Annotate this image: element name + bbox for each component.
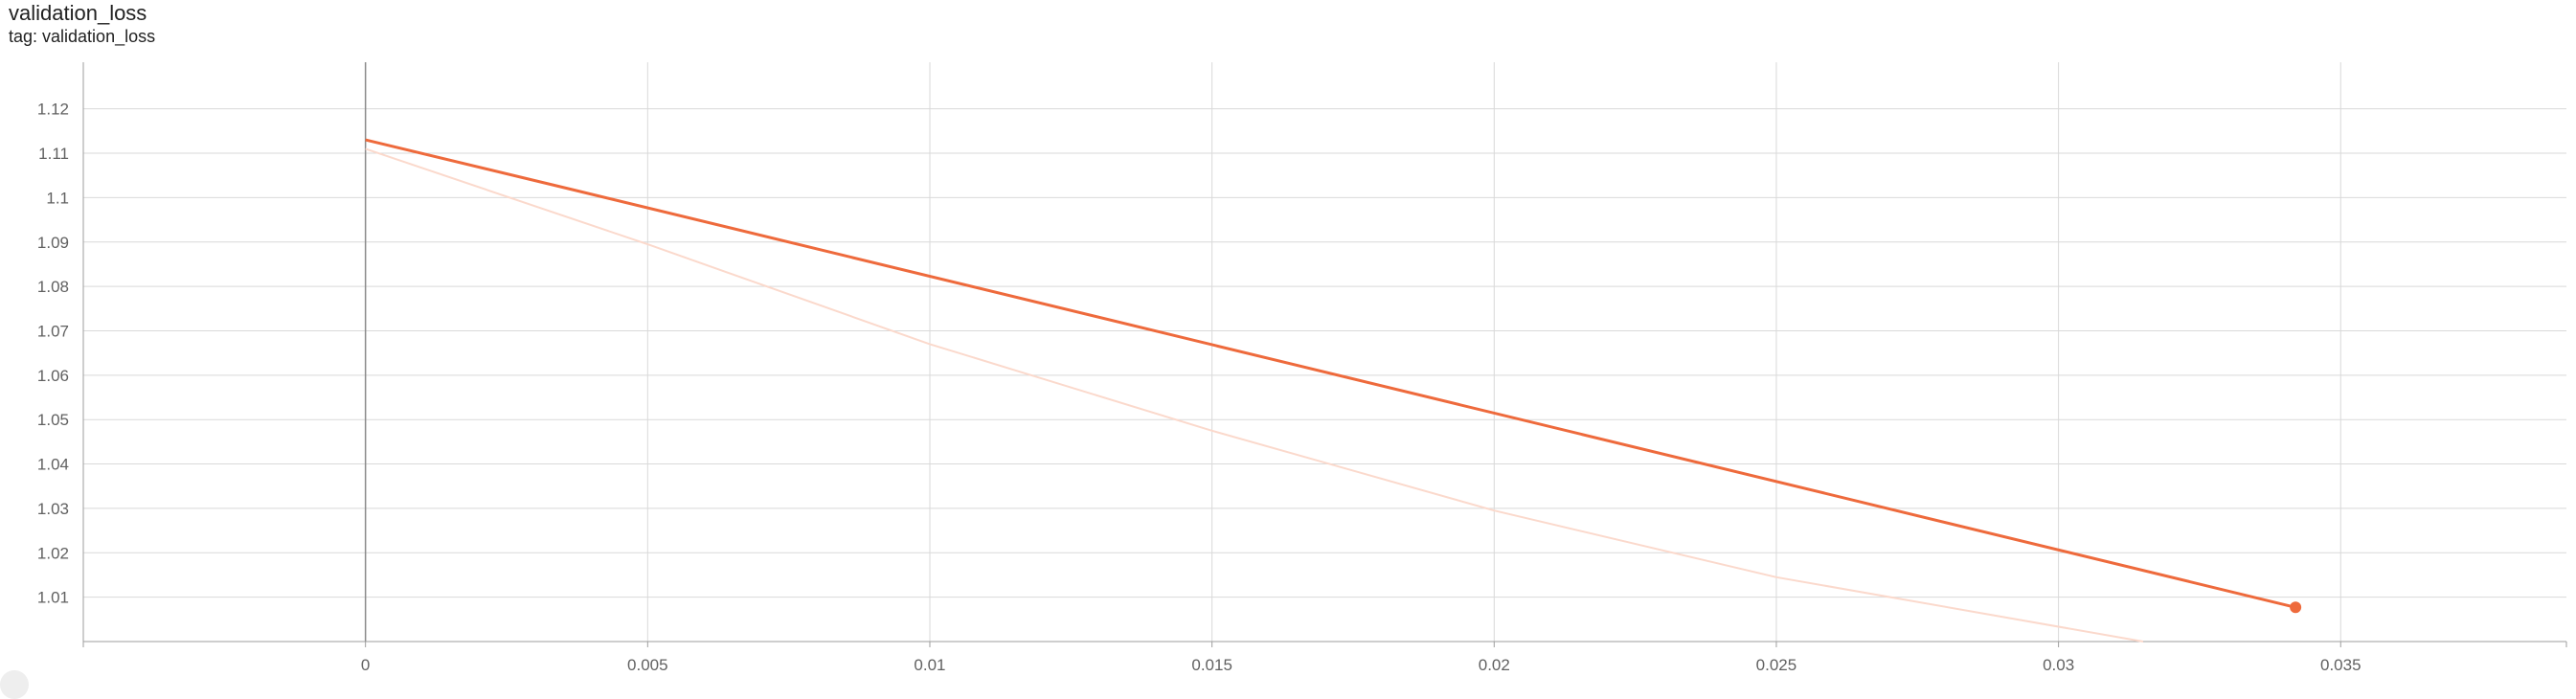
y-tick-label: 1.1 xyxy=(46,189,69,207)
y-tick-label: 1.09 xyxy=(37,234,69,252)
x-tick-label: 0.02 xyxy=(1479,656,1510,674)
series-end-marker xyxy=(2290,601,2302,614)
y-tick-label: 1.04 xyxy=(37,456,69,474)
y-tick-label: 1.03 xyxy=(37,500,69,518)
x-tick-label: 0.01 xyxy=(914,656,945,674)
x-tick-label: 0 xyxy=(361,656,370,674)
chart-title: validation_loss xyxy=(9,1,147,25)
y-tick-label: 1.06 xyxy=(37,367,69,385)
y-tick-label: 1.08 xyxy=(37,278,69,296)
raw-series-line xyxy=(365,147,2144,643)
y-tick-label: 1.07 xyxy=(37,322,69,340)
y-tick-label: 1.01 xyxy=(37,589,69,607)
x-tick-label: 0.035 xyxy=(2320,656,2361,674)
grid-layer xyxy=(83,62,2566,642)
x-tick-label: 0.015 xyxy=(1191,656,1232,674)
tick-label-layer: 1.011.021.031.041.051.061.071.081.091.11… xyxy=(37,101,2361,674)
y-tick-label: 1.05 xyxy=(37,411,69,429)
expand-chart-button[interactable] xyxy=(0,670,29,699)
y-tick-label: 1.12 xyxy=(37,101,69,119)
series-layer xyxy=(365,138,2302,643)
smoothed-series-line xyxy=(365,138,2296,609)
x-tick-label: 0.025 xyxy=(1756,656,1797,674)
y-tick-label: 1.02 xyxy=(37,544,69,562)
axis-layer xyxy=(82,62,2567,647)
line-chart: 1.011.021.031.041.051.061.071.081.091.11… xyxy=(37,62,2567,674)
x-tick-label: 0.03 xyxy=(2043,656,2074,674)
y-tick-label: 1.11 xyxy=(38,145,69,163)
x-tick-label: 0.005 xyxy=(627,656,668,674)
chart-tag: tag: validation_loss xyxy=(9,27,156,46)
